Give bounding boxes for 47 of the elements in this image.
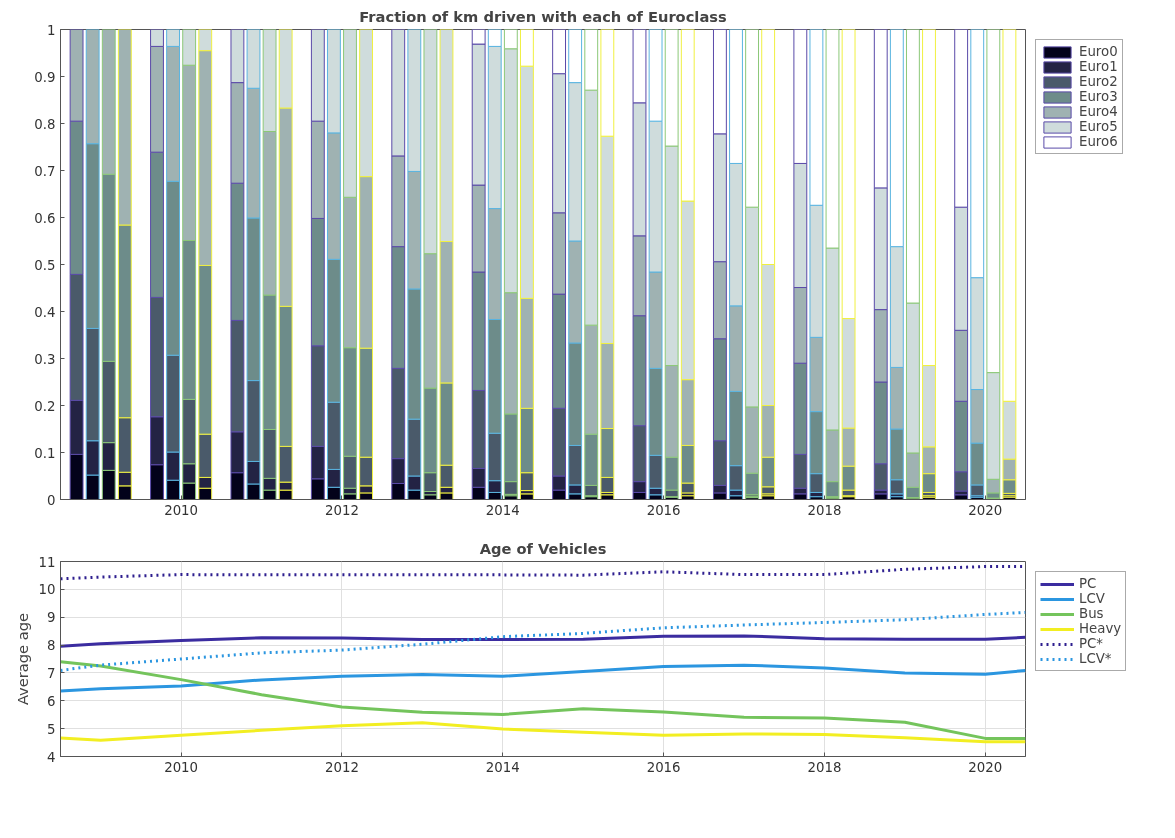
x-tick-label: 2012 [325,759,359,775]
x-tick-label: 2016 [646,502,681,518]
y-tick-label: 8 [47,638,56,654]
y-tick-label: 0.7 [34,163,56,179]
y-tick-label: 0.2 [34,398,56,414]
x-tick-label: 2010 [164,759,199,775]
x-tick-label: 2012 [325,502,359,518]
legend-label: Euro2 [1079,74,1118,89]
y-tick-label: 0.3 [34,351,56,367]
y-tick-label: 5 [47,721,56,737]
legend-label: Euro6 [1079,134,1118,149]
legend-label: Euro4 [1079,104,1118,119]
x-tick-label: 2016 [646,759,681,775]
y-tick-label: 1 [47,22,56,38]
legend-label: Heavy [1079,621,1122,636]
legend-label: Euro3 [1079,89,1118,104]
x-tick-label: 2010 [164,502,199,518]
x-tick-label: 2020 [968,502,1003,518]
y-tick-label: 0.1 [34,445,56,461]
y-tick-label: 0 [47,492,56,508]
x-tick-label: 2014 [485,502,520,518]
y-tick-label: 0.9 [34,69,56,85]
y-tick-label: 10 [38,582,56,598]
legend-label: PC [1079,576,1098,591]
y-tick-label: 4 [47,749,56,765]
chart-title: Fraction of km driven with each of Euroclass [359,7,728,25]
x-tick-label: 2018 [807,759,842,775]
chart-title: Age of Vehicles [479,539,607,557]
y-tick-label: 0.4 [34,304,56,320]
y-axis-title: Average age [13,612,31,706]
x-tick-label: 2018 [807,502,842,518]
y-tick-label: 7 [47,665,56,681]
legend-label: Euro5 [1079,119,1118,134]
y-tick-label: 9 [47,610,56,626]
x-tick-label: 2014 [485,759,520,775]
x-tick-label: 2020 [968,759,1003,775]
y-tick-label: 0.5 [34,257,56,273]
y-tick-label: 6 [47,693,56,709]
legend-label: Euro0 [1079,44,1118,59]
y-tick-label: 0.8 [34,116,56,132]
y-tick-label: 11 [38,554,56,570]
y-tick-label: 0.6 [34,210,56,226]
legend-label: Bus [1079,606,1104,621]
legend-label: Euro1 [1079,59,1118,74]
legend-label: PC* [1079,636,1104,651]
legend-label: LCV* [1079,651,1112,666]
legend-label: LCV [1079,591,1105,606]
